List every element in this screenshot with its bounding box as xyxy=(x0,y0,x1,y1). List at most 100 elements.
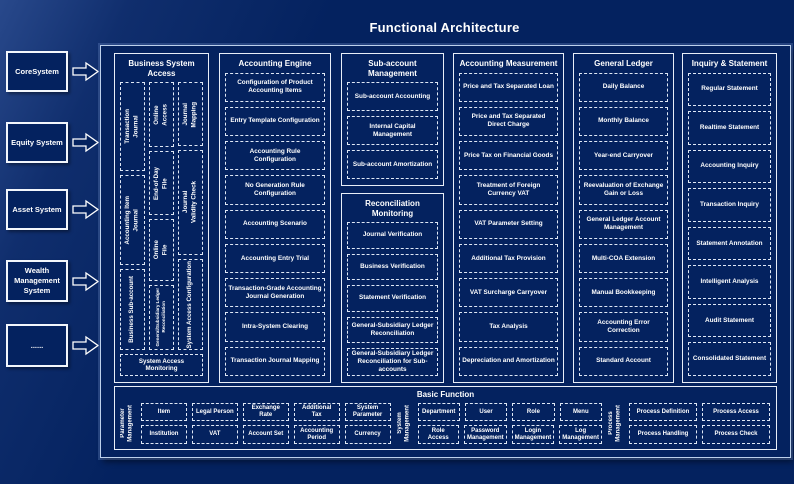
flow-arrow-icon xyxy=(72,199,99,220)
function-item: System Access Configuration xyxy=(178,258,203,350)
function-item: Accounting Error Correction xyxy=(579,312,668,342)
function-item: Regular Statement xyxy=(688,72,771,107)
column-title: Reconciliation Monitoring xyxy=(365,199,420,218)
function-item: Consolidated Statement xyxy=(688,342,771,376)
function-item: Transaction Journal xyxy=(120,82,145,171)
column-title: Business System Access xyxy=(128,59,195,78)
function-item: Login Management xyxy=(511,425,555,444)
function-item: General Ledger Account Management xyxy=(579,209,668,239)
function-item: Treatment of Foreign Currency VAT xyxy=(459,175,558,205)
bsa-subcolumn-1: Transaction Journal Accounting Item Jour… xyxy=(120,82,145,350)
function-item: Intelligent Analysis xyxy=(688,265,771,299)
item-list: Sub-account Accounting Internal Capital … xyxy=(347,82,438,179)
function-item: End-of-Day File xyxy=(149,151,174,216)
flow-arrow-icon xyxy=(72,61,99,82)
item-list: Journal Verification Business Verificati… xyxy=(347,222,438,376)
function-item: Intra-System Clearing xyxy=(225,312,325,342)
function-item: Online File xyxy=(149,219,174,282)
function-item: Monthly Balance xyxy=(579,106,668,137)
function-item: Department xyxy=(417,402,460,422)
function-item: No Generation Rule Configuration xyxy=(225,175,325,205)
bsa-subcolumn-2: Online Access End-of-Day File Online Fil… xyxy=(149,82,174,350)
column-general-ledger: General Ledger Daily Balance Monthly Bal… xyxy=(573,53,674,383)
function-item: Process Definition xyxy=(628,402,697,422)
source-system-wealth: Wealth Management System xyxy=(6,260,68,302)
function-item: Business Verification xyxy=(347,253,438,281)
function-item: General-Subsidiary Ledger Reconciliation… xyxy=(347,348,438,376)
group-row: Role Access Password Management Login Ma… xyxy=(417,425,602,444)
function-item: System Access Monitoring xyxy=(120,354,203,376)
bsa-subcolumn-3: Journal Mapping Journal Validity Check S… xyxy=(178,82,203,350)
group-process-management: Process Definition Process Access Proces… xyxy=(628,402,770,444)
group-label-parameter-management: Parameter Management xyxy=(120,404,134,442)
column-accounting-measurement: Accounting Measurement Price and Tax Sep… xyxy=(453,53,564,383)
function-item: Journal Verification xyxy=(347,222,438,249)
function-item: VAT Surcharge Carryover xyxy=(459,278,558,308)
function-item: Statement Annotation xyxy=(688,226,771,261)
function-item: Audit Statement xyxy=(688,303,771,338)
function-item: Standard Account xyxy=(579,346,668,376)
function-item: Menu xyxy=(559,402,602,422)
function-item: Tax Analysis xyxy=(459,312,558,342)
function-item: Depreciation and Amortization xyxy=(459,346,558,376)
function-item: General-Subsidiary Ledger Reconciliation xyxy=(347,316,438,343)
source-system-equity: Equity System xyxy=(6,122,68,163)
function-item: Accounting Rule Configuration xyxy=(225,141,325,171)
function-item: Transaction Inquiry xyxy=(688,188,771,222)
column-accounting-engine: Accounting Engine Configuration of Produ… xyxy=(219,53,331,383)
flow-arrow-icon xyxy=(72,132,99,153)
function-item: Institution xyxy=(141,425,187,444)
function-item: General/Subsidiary Ledger Reconciliation xyxy=(149,285,174,350)
section-basic-function: Basic Function Parameter Management Item… xyxy=(114,386,777,450)
function-item: Journal Validity Check xyxy=(178,150,203,255)
function-item: Price Tax on Financial Goods xyxy=(459,141,558,171)
function-item: System Parameter xyxy=(344,402,391,422)
function-item: Price and Tax Separated Loan xyxy=(459,72,558,102)
function-item: Configuration of Product Accounting Item… xyxy=(225,72,325,102)
flow-arrow-icon xyxy=(72,271,99,292)
column-reconciliation-monitoring: Reconciliation Monitoring Journal Verifi… xyxy=(341,193,444,383)
function-item: Accounting Inquiry xyxy=(688,149,771,184)
function-item: Item xyxy=(141,402,187,422)
function-item: Log Management xyxy=(559,425,602,444)
function-item: Daily Balance xyxy=(579,72,668,102)
function-item: Additional Tax xyxy=(293,402,340,422)
function-item: Price and Tax Separated Direct Charge xyxy=(459,106,558,137)
function-item: Account Set xyxy=(242,425,289,444)
column-title: Sub-account Management xyxy=(368,59,417,78)
section-title: Basic Function xyxy=(416,390,475,399)
function-item: Manual Bookkeeping xyxy=(579,278,668,308)
column-business-system-access: Business System Access Transaction Journ… xyxy=(114,53,209,383)
function-item: Business Sub-account xyxy=(120,269,145,350)
function-item: Internal Capital Management xyxy=(347,116,438,146)
function-item: Transaction-Grade Accounting Journal Gen… xyxy=(225,278,325,308)
source-system-core: CoreSystem xyxy=(6,51,68,92)
source-system-asset: Asset System xyxy=(6,189,68,230)
function-item: Currency xyxy=(344,425,391,444)
function-item: Sub-account Accounting xyxy=(347,82,438,112)
function-item: Accounting Scenario xyxy=(225,209,325,239)
function-item: Role Access xyxy=(417,425,459,444)
function-item: Realtime Statement xyxy=(688,111,771,145)
function-item: User xyxy=(464,402,508,422)
function-item: Year-end Carryover xyxy=(579,141,668,171)
function-item: Exchange Rate xyxy=(242,402,289,422)
group-row: Department User Role Menu xyxy=(417,402,602,422)
function-item: Process Check xyxy=(701,425,770,444)
source-system-ellipsis: ...... xyxy=(6,324,68,367)
column-title: Accounting Engine xyxy=(238,59,312,68)
group-row: Process Handling Process Check xyxy=(628,425,770,444)
function-item: Online Access xyxy=(149,82,174,148)
column-title: Inquiry & Statement xyxy=(691,59,768,68)
item-list: Daily Balance Monthly Balance Year-end C… xyxy=(579,72,668,376)
function-item: Legal Person xyxy=(191,402,238,422)
function-item: Additional Tax Provision xyxy=(459,243,558,274)
function-item: Entry Template Configuration xyxy=(225,106,325,137)
function-item: VAT Parameter Setting xyxy=(459,209,558,239)
function-item: Multi-COA Extension xyxy=(579,243,668,274)
function-item: Password Management xyxy=(463,425,507,444)
flow-arrow-icon xyxy=(72,335,99,356)
group-label-process-management: Process Management xyxy=(607,404,622,442)
function-item: Process Handling xyxy=(628,425,697,444)
group-row: Institution VAT Account Set Accounting P… xyxy=(141,425,391,444)
